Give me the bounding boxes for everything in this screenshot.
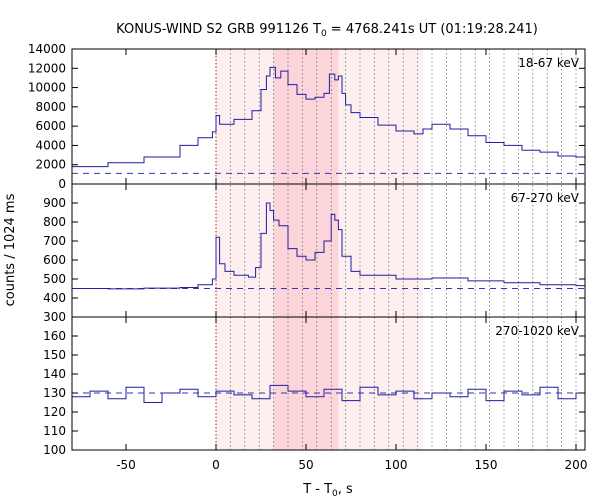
y-tick-label: 8000 xyxy=(35,100,66,114)
y-tick-label: 0 xyxy=(58,177,66,191)
energy-band-label: 270-1020 keV xyxy=(495,324,579,338)
y-tick-label: 10000 xyxy=(28,81,66,95)
energy-band-label: 67-270 keV xyxy=(511,191,580,205)
y-tick-label: 900 xyxy=(43,196,66,210)
x-tick-label: 0 xyxy=(212,458,220,472)
main-pulse-shade xyxy=(273,49,339,450)
light-curves xyxy=(72,66,586,403)
y-tick-label: 400 xyxy=(43,291,66,305)
y-tick-label: 700 xyxy=(43,234,66,248)
x-axis-label: T - T0, s xyxy=(302,482,353,499)
y-tick-label: 300 xyxy=(43,310,66,324)
y-tick-label: 110 xyxy=(43,424,66,438)
light-curve xyxy=(72,384,586,403)
y-tick-label: 2000 xyxy=(35,158,66,172)
x-tick-label: -50 xyxy=(116,458,136,472)
y-tick-label: 500 xyxy=(43,272,66,286)
energy-band-label: 18-67 keV xyxy=(518,56,580,70)
chart-title: KONUS-WIND S2 GRB 991126 T0 = 4768.241s … xyxy=(116,22,538,39)
y-tick-label: 130 xyxy=(43,386,66,400)
y-tick-label: 160 xyxy=(43,329,66,343)
x-tick-label: 150 xyxy=(475,458,498,472)
y-tick-label: 12000 xyxy=(28,61,66,75)
panel-frame xyxy=(71,316,586,451)
y-tick-label: 4000 xyxy=(35,138,66,152)
x-tick-label: 50 xyxy=(298,458,313,472)
axis-ticks: 0200040006000800010000120001400030040050… xyxy=(28,42,588,472)
y-tick-label: 6000 xyxy=(35,119,66,133)
y-tick-label: 600 xyxy=(43,253,66,267)
y-tick-label: 140 xyxy=(43,367,66,381)
x-tick-label: 200 xyxy=(565,458,588,472)
y-axis-label: counts / 1024 ms xyxy=(3,193,18,306)
y-tick-label: 14000 xyxy=(28,42,66,56)
light-curve xyxy=(72,66,586,168)
y-tick-label: 150 xyxy=(43,348,66,362)
light-curve xyxy=(72,202,586,290)
y-tick-label: 800 xyxy=(43,215,66,229)
y-tick-label: 100 xyxy=(43,443,66,457)
vertical-grid-lines xyxy=(215,49,577,450)
x-tick-label: 100 xyxy=(385,458,408,472)
time-interval-shading xyxy=(216,49,423,450)
y-tick-label: 120 xyxy=(43,405,66,419)
panel-frames: 18-67 keV 67-270 keV 270-1020 keV xyxy=(71,48,586,451)
